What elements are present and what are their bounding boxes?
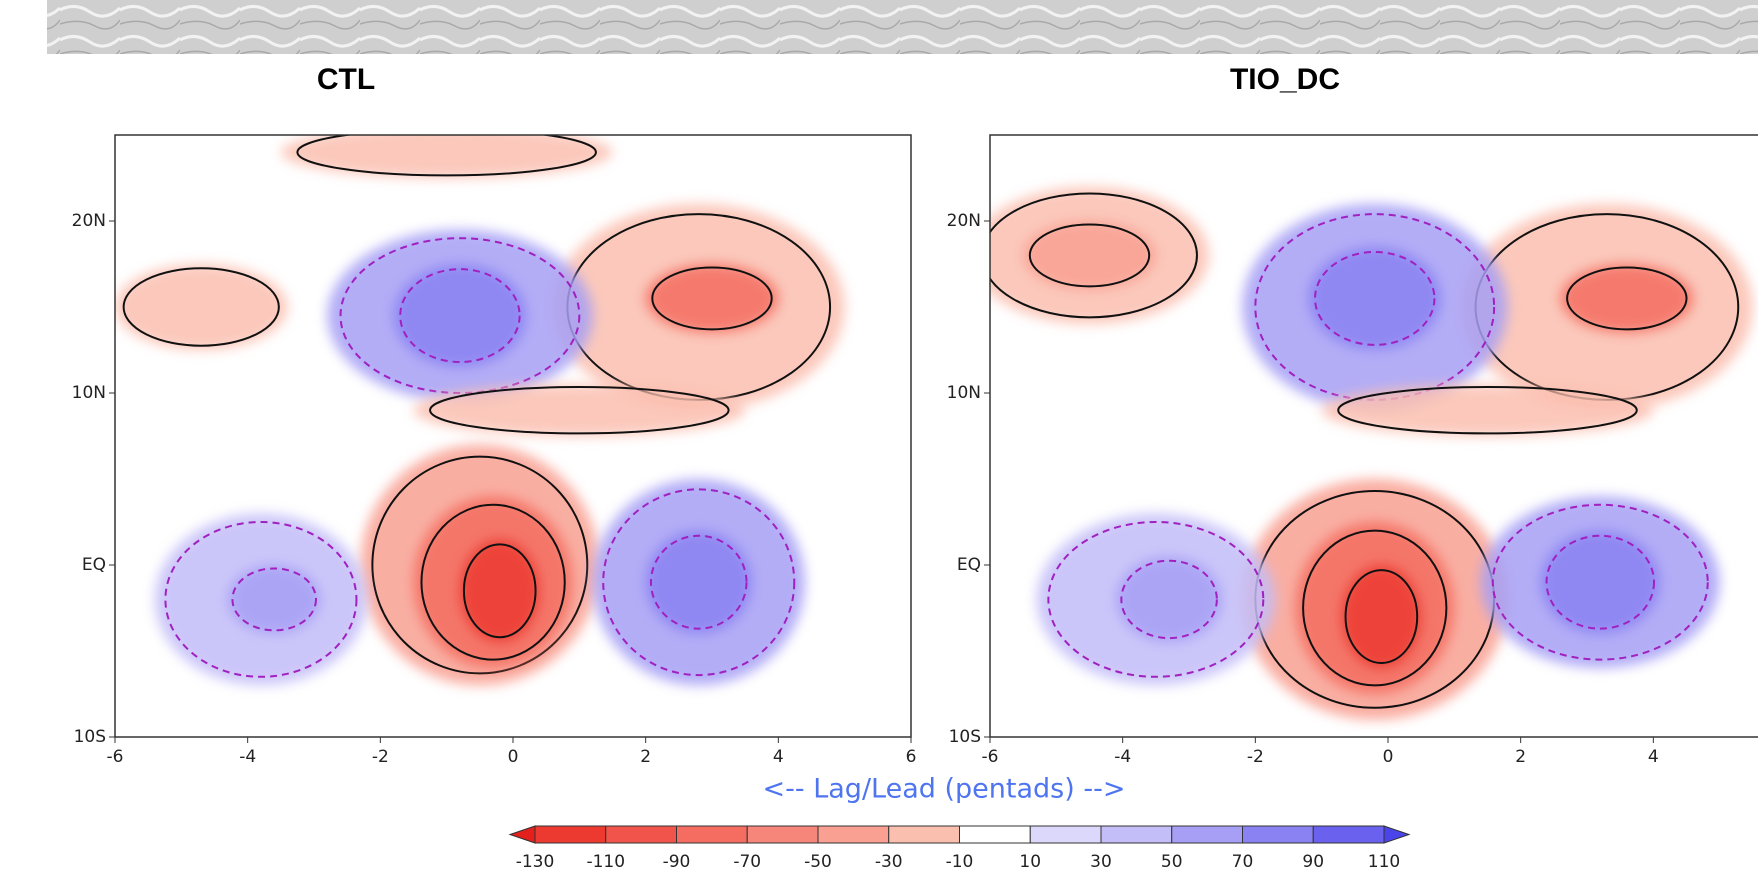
colorbar-segment [605,825,677,844]
x-tick-label: -2 [372,747,389,767]
contour-line [420,503,566,661]
colorbar-segment [746,825,819,844]
contour-line [1302,529,1448,687]
panel-title: CTL [317,63,375,96]
colorbar-label: 110 [1368,852,1400,872]
colorbar-segment [1242,825,1314,844]
y-tick-label: 20N [947,211,981,231]
shading [1308,246,1442,350]
x-tick-label: -4 [1114,747,1131,767]
contour-line [1337,385,1638,435]
header-texture [47,0,1758,54]
contour-line [296,135,597,177]
shading [115,264,288,350]
contour-line [399,268,521,364]
contour-line [1047,521,1265,678]
colorbar-label: -130 [516,852,555,872]
y-tick-label: EQ [82,555,106,575]
shading [1321,384,1654,437]
shading [1023,221,1156,290]
contour-line [1314,250,1436,346]
colorbar-label: -10 [946,852,974,872]
shading [413,384,746,437]
y-tick-label: 10N [947,383,981,403]
colorbar-label: -30 [875,852,903,872]
colorbar-extend [508,825,536,844]
y-tick-label: 10S [74,727,106,747]
contour-line [122,267,280,347]
colorbar-label: -90 [663,852,691,872]
y-tick-label: EQ [957,555,981,575]
colorbar-label: 90 [1302,852,1324,872]
x-tick-label: 4 [1648,747,1659,767]
x-tick-label: 0 [1383,747,1394,767]
contour-line [231,567,317,632]
shading [1560,264,1694,333]
colorbar-label: 50 [1161,852,1183,872]
contour-line [462,543,537,639]
contour-line [1120,559,1218,640]
colorbar-label: 30 [1090,852,1112,872]
x-tick-label: 0 [508,747,519,767]
colorbar-label: -50 [804,852,832,872]
x-tick-label: 2 [1515,747,1526,767]
x-tick-label: -6 [107,747,124,767]
contour-line [164,521,358,678]
y-tick-label: 10N [72,383,106,403]
colorbar-label: 70 [1232,852,1254,872]
contour-line [1254,213,1496,401]
x-tick-label: 2 [640,747,651,767]
shading [393,264,527,368]
x-tick-label: -4 [239,747,256,767]
panel-title: TIO_DC [1230,63,1340,96]
shading [645,530,752,634]
colorbar-segment [817,825,890,844]
colorbar-extend [1383,825,1411,844]
contour-line [1028,223,1151,288]
x-axis-label: <-- Lag/Lead (pentads) --> [763,774,1126,805]
shading [1341,565,1422,669]
contour-line [371,455,589,675]
contour-line [649,534,748,630]
colorbar-segment [959,825,1031,844]
shading [1540,530,1660,634]
shading [280,135,613,178]
colorbar-label: 10 [1019,852,1041,872]
contour-line [1545,534,1655,630]
contour-line [651,266,773,331]
shading [459,539,540,643]
contour-line [1566,266,1688,331]
shading [227,565,321,634]
colorbar-segment [534,825,607,844]
x-tick-label: -6 [982,747,999,767]
colorbar-segment [1029,825,1102,844]
colorbar-label: -110 [586,852,625,872]
x-tick-label: 6 [906,747,917,767]
contour-line [990,192,1198,319]
colorbar-segment [888,825,960,844]
contour-line [429,385,730,435]
colorbar-label: -70 [733,852,761,872]
colorbar-segment [1312,825,1385,844]
contour-field [990,135,1758,737]
contour-line [602,488,796,677]
y-tick-label: 20N [72,211,106,231]
contour-line [1491,503,1709,661]
colorbar-segment [1100,825,1173,844]
shading [1116,556,1223,643]
x-tick-label: 4 [773,747,784,767]
contour-line [1344,569,1419,665]
contour-field [115,135,911,737]
x-tick-label: -2 [1247,747,1264,767]
colorbar-segment [676,825,748,844]
y-tick-label: 10S [949,727,981,747]
colorbar-segment [1171,825,1243,844]
shading [645,264,779,333]
